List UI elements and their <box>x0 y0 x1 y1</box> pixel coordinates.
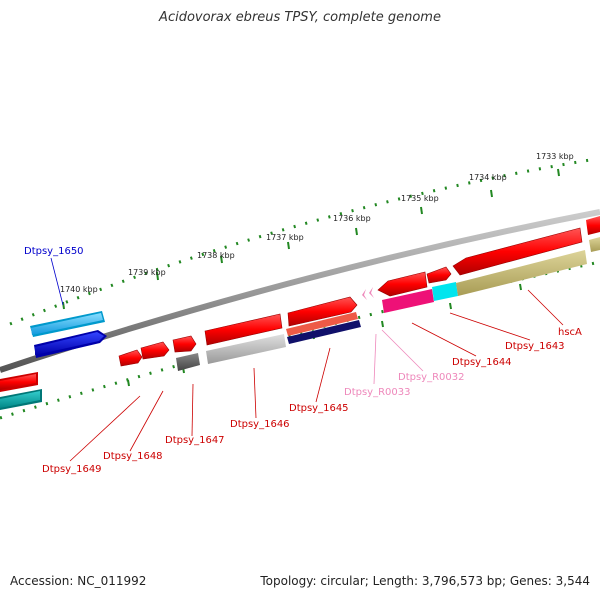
feature-hscA[interactable] <box>456 250 587 296</box>
tick-label-1736: 1736 kbp <box>333 214 371 223</box>
feature-Dtpsy_1647[interactable] <box>172 335 197 353</box>
feature-1645-navy[interactable] <box>287 320 361 344</box>
feature-Dtpsy_1643[interactable] <box>452 227 583 276</box>
tick-label-1735: 1735 kbp <box>401 194 439 203</box>
label-Dtpsy_R0033[interactable]: Dtpsy_R0033 <box>344 387 411 398</box>
label-Dtpsy_R0032[interactable]: Dtpsy_R0032 <box>398 372 465 383</box>
feature-right-edge-red[interactable] <box>586 216 600 235</box>
label-Dtpsy_1644[interactable]: Dtpsy_1644 <box>452 357 512 368</box>
feature-Dtpsy_1650[interactable] <box>34 330 107 358</box>
tick-label-1739: 1739 kbp <box>128 268 166 277</box>
label-Dtpsy_1648[interactable]: Dtpsy_1648 <box>103 451 163 462</box>
feature-left-edge-red[interactable] <box>0 372 38 392</box>
feature-1646-gray[interactable] <box>206 334 286 364</box>
tick-label-1737: 1737 kbp <box>266 233 304 242</box>
label-Dtpsy_1645[interactable]: Dtpsy_1645 <box>289 403 349 414</box>
label-Dtpsy_1647[interactable]: Dtpsy_1647 <box>165 435 225 446</box>
feature-Dtpsy_1648[interactable] <box>140 341 170 360</box>
feature-right-edge-olive[interactable] <box>589 237 600 252</box>
feature-left-edge-teal[interactable] <box>0 389 42 410</box>
feature-Dtpsy_R0033[interactable] <box>362 287 374 300</box>
scale-major-ticks <box>62 168 560 310</box>
feature-Dtpsy_1646[interactable] <box>204 313 283 346</box>
feature-Dtpsy_R0032[interactable] <box>382 289 434 313</box>
feature-Dtpsy_1644[interactable] <box>377 271 428 297</box>
feature-1645-salmon[interactable] <box>286 312 358 336</box>
feature-Dtpsy_1649[interactable] <box>118 349 143 367</box>
feature-Dtpsy_1645[interactable] <box>287 296 358 327</box>
feature-1647-dark[interactable] <box>176 353 200 371</box>
feature-1650-sky[interactable] <box>30 311 105 337</box>
feature-1644-small[interactable] <box>426 266 452 284</box>
tick-label-1733: 1733 kbp <box>536 152 574 161</box>
label-leader-lines <box>50 257 564 462</box>
label-hscA[interactable]: hscA <box>558 327 582 338</box>
scale-track-outer <box>9 158 591 326</box>
label-Dtpsy_1646[interactable]: Dtpsy_1646 <box>230 419 290 430</box>
tick-label-1740: 1740 kbp <box>60 285 98 294</box>
map-title: Acidovorax ebreus TPSY, complete genome <box>159 10 441 25</box>
label-Dtpsy_1650[interactable]: Dtpsy_1650 <box>24 246 84 257</box>
label-Dtpsy_1649[interactable]: Dtpsy_1649 <box>42 464 102 475</box>
accession-text: Accession: NC_011992 <box>10 574 147 588</box>
tick-label-1738: 1738 kbp <box>197 251 235 260</box>
topology-text: Topology: circular; Length: 3,796,573 bp… <box>260 574 590 588</box>
label-Dtpsy_1643[interactable]: Dtpsy_1643 <box>505 341 565 352</box>
tick-label-1734: 1734 kbp <box>469 173 507 182</box>
feature-1644-cyan[interactable] <box>432 282 458 301</box>
